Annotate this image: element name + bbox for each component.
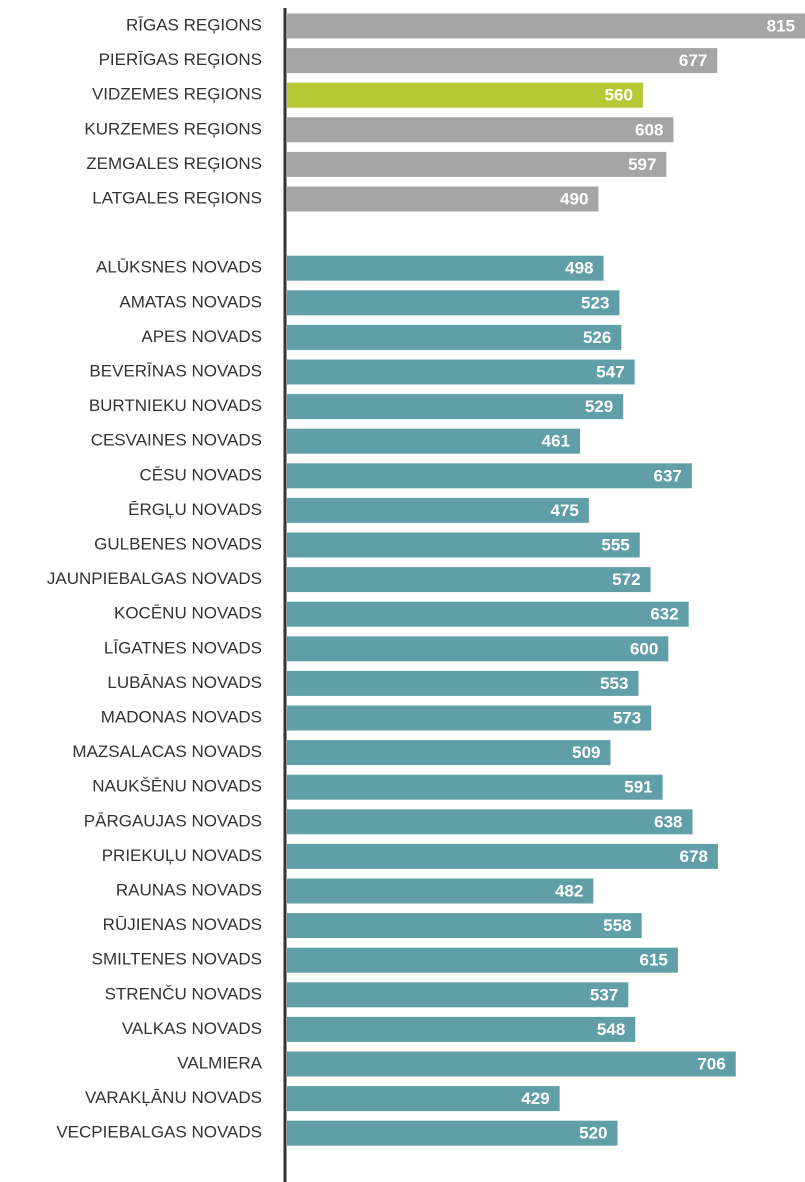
bar xyxy=(287,1086,560,1112)
value-label: 482 xyxy=(555,881,583,900)
value-label: 638 xyxy=(654,812,682,831)
value-label: 526 xyxy=(583,328,611,347)
bar xyxy=(287,878,594,904)
value-label: 615 xyxy=(640,951,668,970)
bar xyxy=(287,394,624,420)
value-label: 573 xyxy=(613,708,641,727)
value-label: 429 xyxy=(521,1089,549,1108)
category-label: PRIEKUĻU NOVADS xyxy=(102,846,262,865)
category-label: STRENČU NOVADS xyxy=(105,984,262,1003)
category-label: MAZSALACAS NOVADS xyxy=(72,742,262,761)
value-label: 637 xyxy=(653,466,681,485)
bar xyxy=(287,255,604,281)
bar xyxy=(287,151,667,177)
bar xyxy=(287,13,805,39)
category-label: BEVERĪNAS NOVADS xyxy=(89,361,262,380)
category-label: NAUKŠĒNU NOVADS xyxy=(92,777,262,796)
category-label: CĒSU NOVADS xyxy=(140,465,263,484)
category-label: VARAKĻĀNU NOVADS xyxy=(85,1088,262,1107)
category-label: AMATAS NOVADS xyxy=(119,292,262,311)
value-label: 597 xyxy=(628,155,656,174)
bar xyxy=(287,532,640,558)
category-label: ZEMGALES REĢIONS xyxy=(86,154,262,173)
value-label: 815 xyxy=(767,16,795,35)
category-label: ĒRGĻU NOVADS xyxy=(128,500,262,519)
bar xyxy=(287,567,651,593)
bar xyxy=(287,601,689,627)
category-label: LĪGATNES NOVADS xyxy=(104,638,262,657)
bar xyxy=(287,982,629,1008)
category-label: APES NOVADS xyxy=(141,327,262,346)
bar xyxy=(287,636,669,662)
bar xyxy=(287,1120,618,1146)
bar xyxy=(287,463,692,489)
category-label: RŪJIENAS NOVADS xyxy=(103,915,262,934)
category-label: PĀRGAUJAS NOVADS xyxy=(84,811,262,830)
value-label: 677 xyxy=(679,51,707,70)
value-label: 498 xyxy=(565,259,593,278)
value-label: 591 xyxy=(624,778,652,797)
bar xyxy=(287,290,620,316)
bar xyxy=(287,428,581,454)
category-label: KOCĒNU NOVADS xyxy=(114,604,262,623)
category-label: VALKAS NOVADS xyxy=(122,1019,262,1038)
bar xyxy=(287,186,599,212)
bar xyxy=(287,324,622,350)
bar xyxy=(287,913,642,939)
category-label: VECPIEBALGAS NOVADS xyxy=(56,1123,262,1142)
bar xyxy=(287,947,678,973)
category-label: RĪGAS REĢIONS xyxy=(126,15,262,34)
category-label: RAUNAS NOVADS xyxy=(116,880,262,899)
value-label: 678 xyxy=(680,847,708,866)
value-label: 520 xyxy=(579,1124,607,1143)
value-label: 523 xyxy=(581,293,609,312)
value-label: 558 xyxy=(603,916,631,935)
value-label: 555 xyxy=(601,535,629,554)
value-label: 706 xyxy=(697,1054,725,1073)
bar xyxy=(287,82,643,108)
bar xyxy=(287,774,663,800)
category-label: VIDZEMES REĢIONS xyxy=(92,85,262,104)
bar xyxy=(287,1051,736,1077)
value-label: 461 xyxy=(542,432,570,451)
bar xyxy=(287,497,589,523)
value-label: 548 xyxy=(597,1020,625,1039)
value-label: 475 xyxy=(551,501,579,520)
value-label: 509 xyxy=(572,743,600,762)
bar xyxy=(287,670,639,696)
category-label: MADONAS NOVADS xyxy=(101,707,262,726)
bar xyxy=(287,705,652,731)
value-label: 490 xyxy=(560,189,588,208)
value-label: 560 xyxy=(605,86,633,105)
bar xyxy=(287,117,674,143)
category-label: LUBĀNAS NOVADS xyxy=(107,673,262,692)
value-label: 608 xyxy=(635,120,663,139)
category-label: BURTNIEKU NOVADS xyxy=(89,396,262,415)
value-label: 529 xyxy=(585,397,613,416)
category-label: JAUNPIEBALGAS NOVADS xyxy=(47,569,262,588)
bar xyxy=(287,740,611,766)
category-label: ALŪKSNES NOVADS xyxy=(96,258,262,277)
category-label: PIERĪGAS REĢIONS xyxy=(99,50,262,69)
bar xyxy=(287,48,718,74)
value-label: 547 xyxy=(596,362,624,381)
category-label: CESVAINES NOVADS xyxy=(91,431,262,450)
bar xyxy=(287,809,693,835)
bar xyxy=(287,1016,636,1042)
category-label: LATGALES REĢIONS xyxy=(92,188,262,207)
bar xyxy=(287,359,635,385)
value-label: 553 xyxy=(600,674,628,693)
bar xyxy=(287,843,718,869)
category-label: VALMIERA xyxy=(177,1053,262,1072)
value-label: 572 xyxy=(612,570,640,589)
category-label: KURZEMES REĢIONS xyxy=(84,119,262,138)
value-label: 632 xyxy=(650,605,678,624)
category-label: SMILTENES NOVADS xyxy=(92,950,262,969)
value-label: 600 xyxy=(630,639,658,658)
value-label: 537 xyxy=(590,985,618,1004)
category-label: GULBENES NOVADS xyxy=(94,534,262,553)
